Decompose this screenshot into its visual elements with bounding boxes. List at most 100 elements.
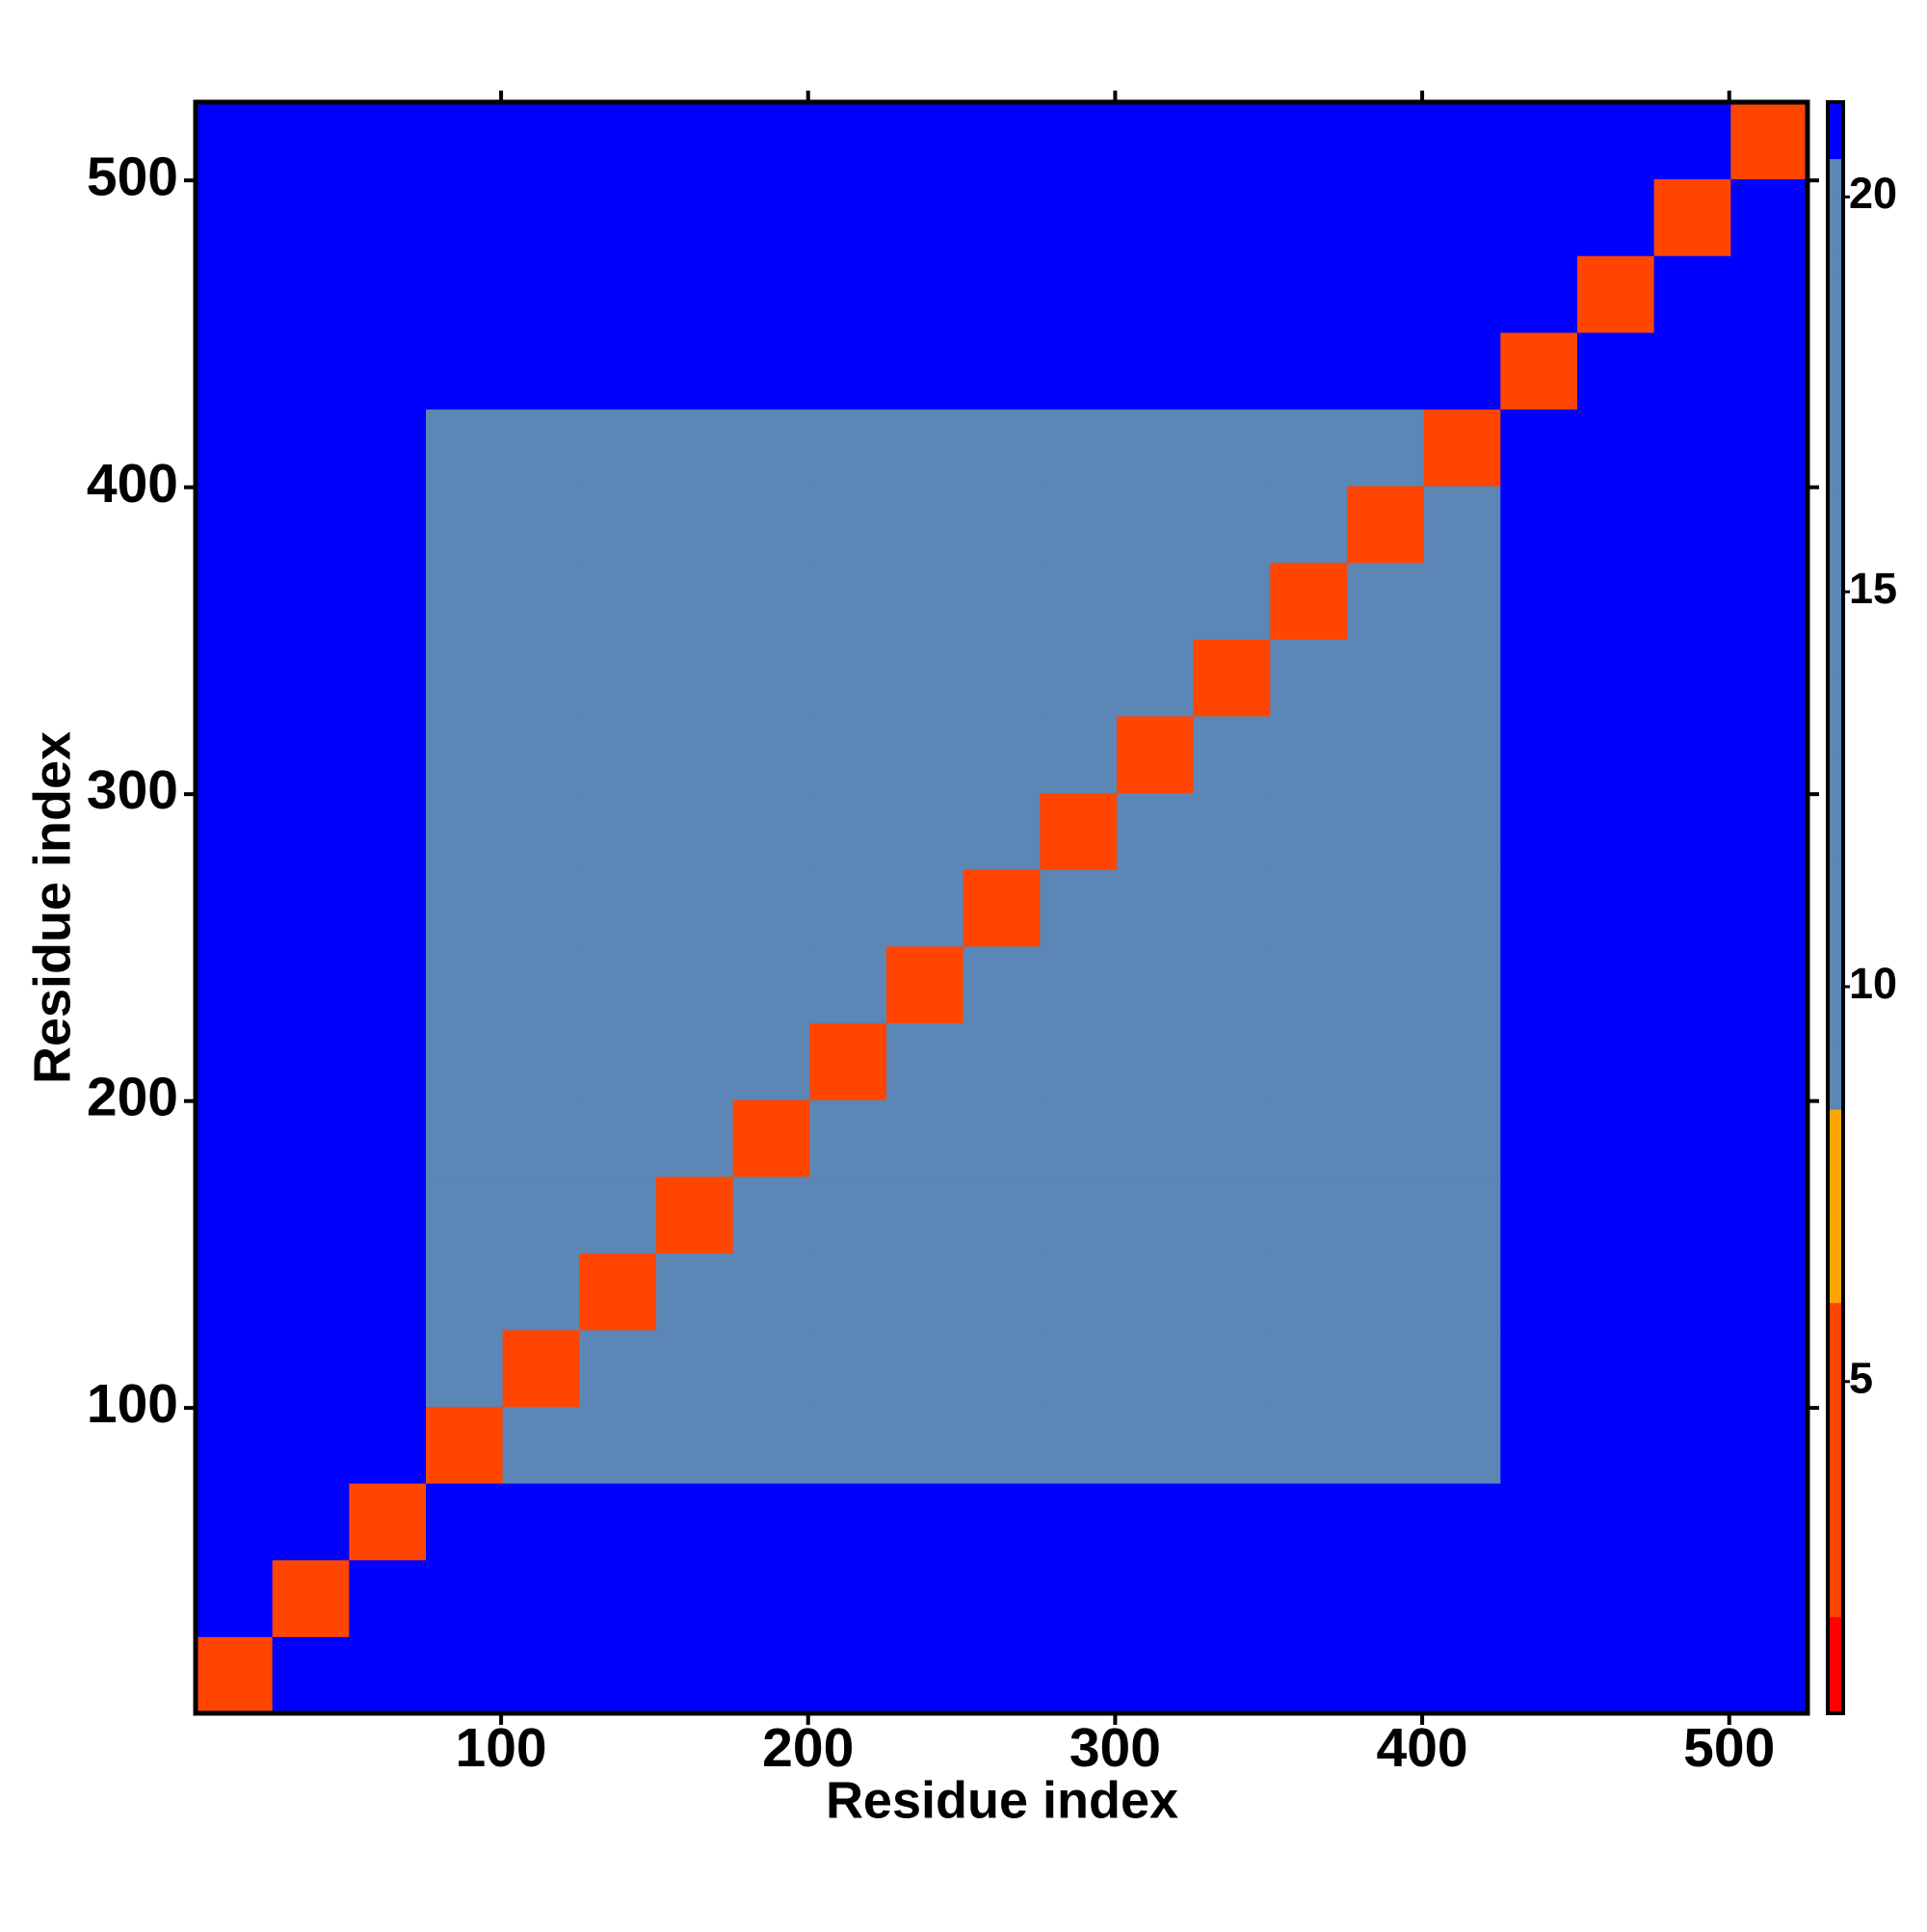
colorbar-segment bbox=[1828, 1157, 1843, 1167]
colorbar-segment bbox=[1828, 1390, 1843, 1400]
heatmap-cell bbox=[1423, 715, 1501, 794]
heatmap-cell bbox=[809, 715, 887, 794]
heatmap-cell bbox=[1117, 562, 1195, 640]
x-axis-title: Residue index bbox=[826, 1771, 1178, 1829]
heatmap-cell bbox=[732, 409, 810, 487]
heatmap-cell bbox=[1577, 715, 1655, 794]
heatmap-cell bbox=[1347, 1099, 1425, 1178]
heatmap-cell bbox=[1500, 1483, 1578, 1561]
heatmap-cell bbox=[579, 945, 657, 1023]
heatmap-cell bbox=[809, 409, 887, 487]
heatmap-cell bbox=[349, 1559, 427, 1637]
heatmap-cell bbox=[1577, 255, 1655, 333]
heatmap-cell bbox=[732, 1022, 810, 1100]
heatmap-cell bbox=[1040, 1253, 1118, 1331]
colorbar-segment bbox=[1828, 408, 1843, 417]
heatmap-cell bbox=[1117, 869, 1195, 947]
heatmap-cell bbox=[579, 1636, 657, 1714]
colorbar-segment bbox=[1828, 472, 1843, 482]
colorbar-segment bbox=[1828, 223, 1843, 232]
heatmap-cell bbox=[1347, 869, 1425, 947]
colorbar-segment bbox=[1828, 1640, 1843, 1650]
heatmap-cell bbox=[1653, 102, 1731, 180]
heatmap-cell bbox=[272, 1176, 350, 1254]
heatmap-cell bbox=[1653, 1329, 1731, 1408]
heatmap-cell bbox=[272, 1636, 350, 1714]
heatmap-cell bbox=[502, 869, 580, 947]
heatmap-cell bbox=[656, 409, 734, 487]
heatmap-cell bbox=[732, 1253, 810, 1331]
heatmap-cell bbox=[656, 945, 734, 1023]
colorbar-segment bbox=[1828, 714, 1843, 724]
colorbar-segment bbox=[1828, 722, 1843, 731]
heatmap-cell bbox=[196, 486, 274, 564]
heatmap-cell bbox=[963, 1022, 1041, 1100]
heatmap-cell bbox=[272, 715, 350, 794]
colorbar-segment bbox=[1828, 335, 1843, 345]
colorbar-segment bbox=[1828, 239, 1843, 249]
heatmap-cell bbox=[1730, 486, 1808, 564]
heatmap-cell bbox=[1040, 1099, 1118, 1178]
colorbar-segment bbox=[1828, 110, 1843, 119]
colorbar-segment bbox=[1828, 1431, 1843, 1441]
colorbar-segment bbox=[1828, 174, 1843, 184]
heatmap-cell bbox=[886, 639, 964, 717]
heatmap-cell bbox=[1270, 639, 1348, 717]
colorbar-segment bbox=[1828, 908, 1843, 916]
heatmap-cell bbox=[886, 178, 964, 256]
colorbar-segment bbox=[1828, 1632, 1843, 1642]
heatmap-cell bbox=[809, 1329, 887, 1408]
heatmap-cell bbox=[1730, 409, 1808, 487]
heatmap-cell bbox=[426, 255, 504, 333]
heatmap-cell bbox=[1500, 102, 1578, 180]
heatmap-cell bbox=[196, 409, 274, 487]
heatmap-cell bbox=[656, 1406, 734, 1484]
heatmap-cell bbox=[656, 331, 734, 410]
heatmap-cell bbox=[426, 639, 504, 717]
colorbar-segment bbox=[1828, 1173, 1843, 1182]
heatmap-cell bbox=[1423, 792, 1501, 870]
heatmap-cell bbox=[349, 1406, 427, 1484]
heatmap-cell bbox=[1500, 869, 1578, 947]
colorbar-segment bbox=[1828, 158, 1843, 168]
heatmap-cell bbox=[426, 331, 504, 410]
heatmap-cell bbox=[502, 1483, 580, 1561]
heatmap-cell bbox=[1730, 715, 1808, 794]
heatmap-cell bbox=[579, 1406, 657, 1484]
heatmap-cell bbox=[1270, 1559, 1348, 1637]
heatmap-cell bbox=[196, 1099, 274, 1178]
heatmap-cell bbox=[1040, 331, 1118, 410]
heatmap-cell bbox=[426, 1406, 504, 1484]
colorbar-segment bbox=[1828, 1012, 1843, 1021]
heatmap-cell bbox=[1117, 1022, 1195, 1100]
colorbar-segment bbox=[1828, 496, 1843, 506]
heatmap-cell bbox=[1730, 255, 1808, 333]
colorbar-segment bbox=[1828, 649, 1843, 659]
heatmap-cell bbox=[1270, 255, 1348, 333]
colorbar-segment bbox=[1828, 681, 1843, 691]
heatmap-cell bbox=[272, 1022, 350, 1100]
heatmap-cell bbox=[1193, 715, 1271, 794]
colorbar-segment bbox=[1828, 569, 1843, 578]
heatmap-cell bbox=[1193, 639, 1271, 717]
heatmap-cell bbox=[1117, 715, 1195, 794]
heatmap-cell bbox=[656, 869, 734, 947]
colorbar-segment bbox=[1828, 206, 1843, 216]
heatmap-cell bbox=[963, 1099, 1041, 1178]
colorbar-segment bbox=[1828, 577, 1843, 587]
heatmap-cell bbox=[1730, 331, 1808, 410]
heatmap-cell bbox=[1730, 1636, 1808, 1714]
heatmap-cell bbox=[1270, 869, 1348, 947]
colorbar-segment bbox=[1828, 1527, 1843, 1537]
colorbar-segment bbox=[1828, 1455, 1843, 1465]
colorbar-segment bbox=[1828, 190, 1843, 199]
colorbar-segment bbox=[1828, 770, 1843, 780]
heatmap-cell bbox=[732, 1329, 810, 1408]
heatmap-cell bbox=[963, 486, 1041, 564]
colorbar-segment bbox=[1828, 166, 1843, 175]
colorbar-segment bbox=[1828, 1213, 1843, 1223]
colorbar-segment bbox=[1828, 738, 1843, 748]
heatmap-cell bbox=[1117, 1636, 1195, 1714]
colorbar-tick-label: 10 bbox=[1849, 959, 1897, 1008]
heatmap-cell bbox=[1193, 945, 1271, 1023]
